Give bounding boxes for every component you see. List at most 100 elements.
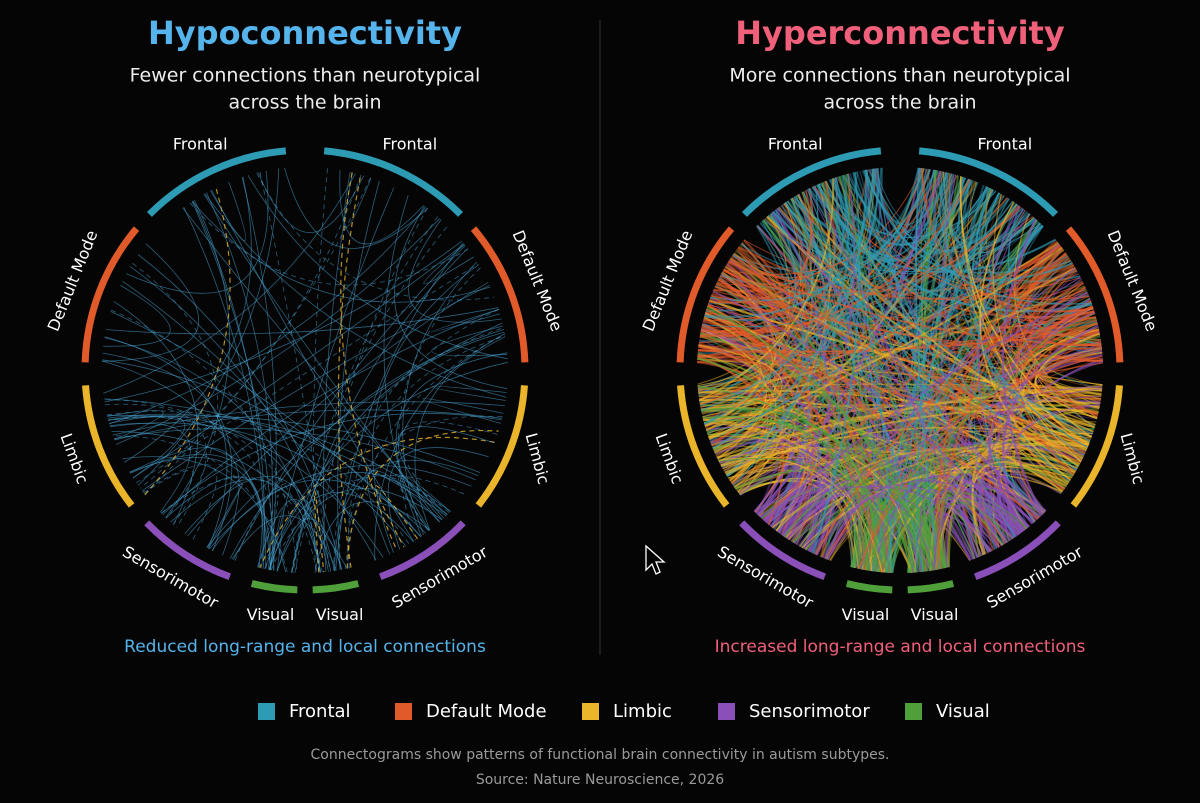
panel-subtitle: across the brain [823, 92, 976, 114]
connection [408, 219, 502, 323]
connection [977, 473, 1029, 537]
connection [721, 272, 1088, 449]
connection [994, 279, 1083, 516]
connection [423, 244, 474, 285]
connection [114, 409, 503, 441]
connection [701, 326, 1001, 548]
connection [822, 385, 1103, 559]
connection [876, 176, 962, 572]
connection [758, 430, 1088, 517]
connection [775, 468, 1022, 535]
network-arc [907, 580, 955, 594]
connection [113, 301, 199, 525]
network-label: Visual [247, 605, 295, 624]
connection [104, 337, 321, 573]
connection [784, 479, 871, 571]
connection [807, 267, 1077, 552]
connection [210, 181, 246, 241]
network-arc [475, 385, 528, 508]
legend-label: Visual [936, 701, 990, 722]
connection [732, 224, 805, 486]
panel-subtitle: More connections than neurotypical [729, 65, 1070, 87]
connection [397, 267, 481, 541]
connection [915, 167, 940, 570]
connection [256, 172, 495, 301]
connection [699, 339, 800, 537]
connection [269, 471, 448, 571]
connection [130, 266, 335, 571]
connection [755, 208, 1024, 514]
connection [699, 336, 1085, 457]
connection [926, 168, 1102, 348]
connection [697, 282, 774, 352]
connection [422, 398, 504, 424]
connection [397, 426, 495, 519]
connection [719, 446, 826, 553]
connection [137, 168, 280, 486]
connection [258, 495, 279, 570]
connection [734, 251, 1103, 390]
connection [139, 174, 362, 489]
connection [698, 285, 1086, 395]
network-arc [741, 147, 882, 217]
connection [313, 490, 325, 573]
connection [137, 254, 342, 570]
connection [208, 464, 472, 550]
network-arc [250, 580, 298, 594]
connection [700, 167, 882, 411]
connection [720, 274, 1044, 515]
connection [813, 185, 983, 557]
connection [206, 322, 503, 548]
connection [109, 415, 186, 479]
connection [709, 200, 1014, 441]
network-label: Visual [842, 605, 890, 624]
connection [703, 316, 1038, 520]
legend-swatch [905, 703, 922, 720]
panel-title: Hyperconnectivity [735, 14, 1065, 52]
legend-label: Limbic [613, 701, 672, 722]
connection [787, 200, 1094, 434]
connection [858, 352, 1103, 569]
connection [770, 196, 818, 528]
connection [762, 291, 1089, 522]
connection [292, 216, 439, 573]
connection [232, 245, 466, 561]
connection [725, 408, 1099, 476]
panels: Hypoconnectivity Fewer connections than n… [44, 14, 1162, 657]
connection [850, 441, 1084, 568]
connection [761, 219, 916, 573]
connection [231, 515, 337, 571]
legend-swatch [258, 703, 275, 720]
network-label: Visual [911, 605, 959, 624]
connection [394, 205, 508, 390]
connection [1008, 255, 1103, 362]
connection [699, 401, 783, 493]
network-arc [1065, 226, 1124, 363]
connection [161, 412, 502, 514]
connection [247, 174, 508, 360]
connection [712, 290, 1020, 536]
network-label: Frontal [977, 135, 1032, 154]
connection [431, 325, 508, 357]
connection [799, 478, 921, 573]
connection [874, 168, 1000, 548]
connection [921, 501, 937, 571]
connection [823, 493, 921, 573]
connection [257, 499, 321, 573]
connection [947, 383, 1103, 568]
connection [762, 219, 1041, 273]
legend-label: Frontal [289, 701, 351, 722]
connection [835, 177, 893, 573]
connection [874, 168, 979, 230]
connection [343, 172, 372, 228]
connection [704, 168, 875, 318]
legend: Frontal Default Mode Limbic Sensorimotor Vis… [258, 701, 990, 722]
network-arc [676, 226, 735, 363]
connection [723, 311, 1095, 471]
connection [269, 507, 284, 572]
connection [978, 360, 1104, 556]
connection [102, 359, 422, 537]
connection [104, 403, 207, 528]
connection [107, 413, 451, 512]
connection [718, 206, 1022, 296]
